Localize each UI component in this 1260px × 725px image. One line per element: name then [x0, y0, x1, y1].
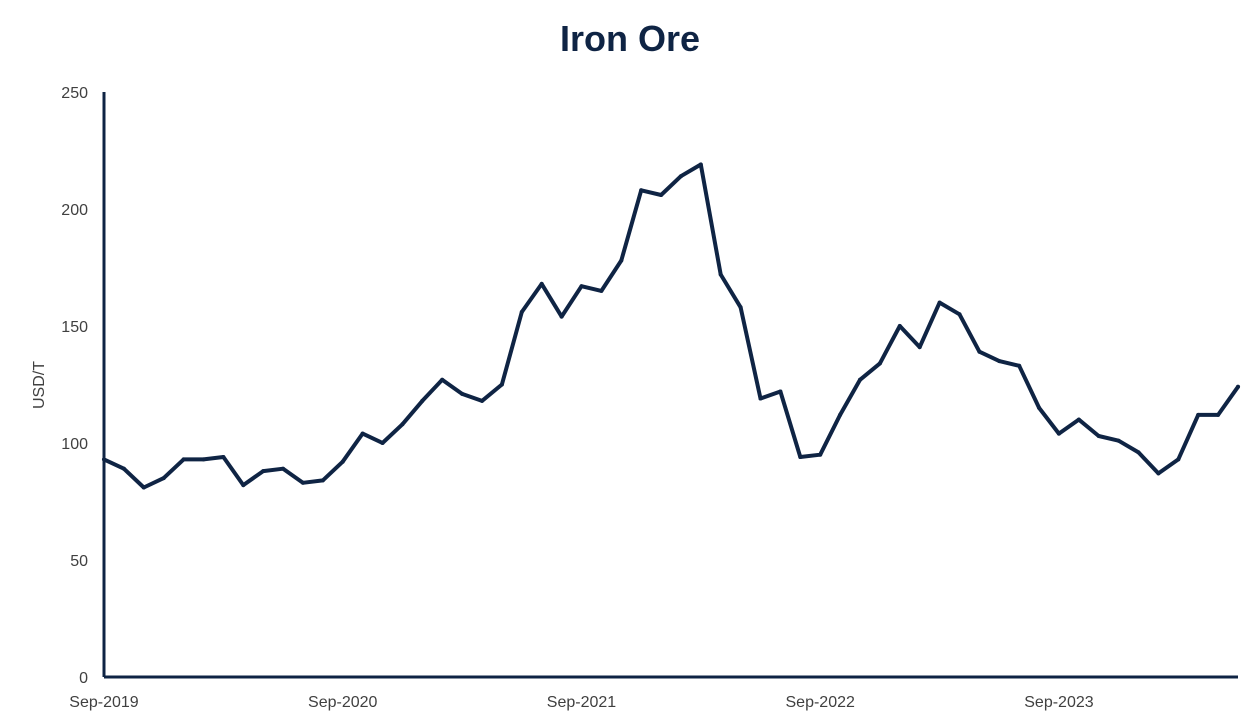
data-point: [1076, 417, 1081, 422]
data-points: [102, 162, 1240, 490]
data-point: [340, 459, 345, 464]
data-point: [141, 485, 146, 490]
data-point: [400, 422, 405, 427]
data-point: [1017, 363, 1022, 368]
y-axis-title: USD/T: [31, 361, 48, 409]
data-point: [1196, 412, 1201, 417]
data-point: [480, 398, 484, 403]
data-point: [1156, 471, 1161, 476]
data-point: [420, 398, 425, 403]
data-point: [877, 361, 882, 366]
data-point: [977, 349, 982, 354]
data-point: [559, 314, 564, 319]
data-point: [1176, 457, 1181, 462]
data-point: [539, 281, 544, 286]
data-point: [678, 174, 683, 179]
data-point: [161, 476, 166, 481]
data-point: [201, 457, 206, 462]
x-tick-label: Sep-2019: [69, 694, 138, 711]
y-tick-label: 150: [61, 319, 88, 336]
data-point: [300, 480, 305, 485]
data-point: [917, 345, 922, 350]
data-point: [121, 466, 126, 471]
data-point: [1037, 405, 1042, 410]
x-tick-label: Sep-2021: [547, 694, 616, 711]
data-point: [221, 455, 226, 459]
data-point: [718, 272, 723, 277]
data-point: [818, 452, 823, 457]
data-point: [181, 457, 186, 462]
data-point: [1136, 450, 1141, 455]
data-point: [738, 305, 743, 310]
data-point: [838, 412, 843, 417]
data-point: [798, 455, 803, 459]
data-point: [499, 382, 504, 387]
data-point: [261, 469, 266, 474]
data-point: [937, 300, 942, 305]
y-tick-label: 250: [61, 85, 88, 102]
data-point: [360, 431, 365, 436]
data-point: [460, 391, 465, 396]
data-point: [599, 288, 604, 293]
data-point: [281, 466, 286, 471]
y-tick-label: 200: [61, 202, 88, 219]
data-point: [639, 188, 644, 193]
x-tick-label: Sep-2023: [1024, 694, 1093, 711]
data-point: [1236, 384, 1240, 389]
data-point: [897, 324, 902, 328]
x-tick-label: Sep-2022: [786, 694, 855, 711]
data-point: [659, 193, 664, 197]
data-point: [519, 310, 524, 314]
data-point: [440, 377, 445, 382]
data-point: [1216, 412, 1221, 417]
iron-ore-price-line: [102, 162, 1240, 490]
data-point: [320, 478, 325, 483]
x-axis-ticks: Sep-2019 Sep-2020 Sep-2021 Sep-2022 Sep-2023: [69, 694, 1093, 711]
chart-title: Iron Ore: [559, 18, 701, 59]
x-tick-label: Sep-2020: [308, 694, 377, 711]
data-point: [758, 396, 763, 401]
data-point: [997, 359, 1002, 364]
y-tick-label: 0: [79, 670, 88, 687]
data-point: [1096, 434, 1101, 438]
y-axis-ticks: 0 50 100 150 200 250: [61, 85, 88, 687]
data-point: [698, 162, 703, 167]
data-point: [957, 312, 962, 317]
data-point: [778, 389, 783, 394]
data-point: [858, 377, 862, 382]
data-point: [380, 441, 385, 445]
data-point: [579, 284, 584, 289]
data-point: [619, 258, 624, 263]
data-point: [1056, 431, 1061, 436]
data-point: [1116, 438, 1121, 443]
y-tick-label: 50: [70, 553, 88, 570]
data-point: [241, 483, 246, 488]
y-tick-label: 100: [61, 436, 88, 453]
